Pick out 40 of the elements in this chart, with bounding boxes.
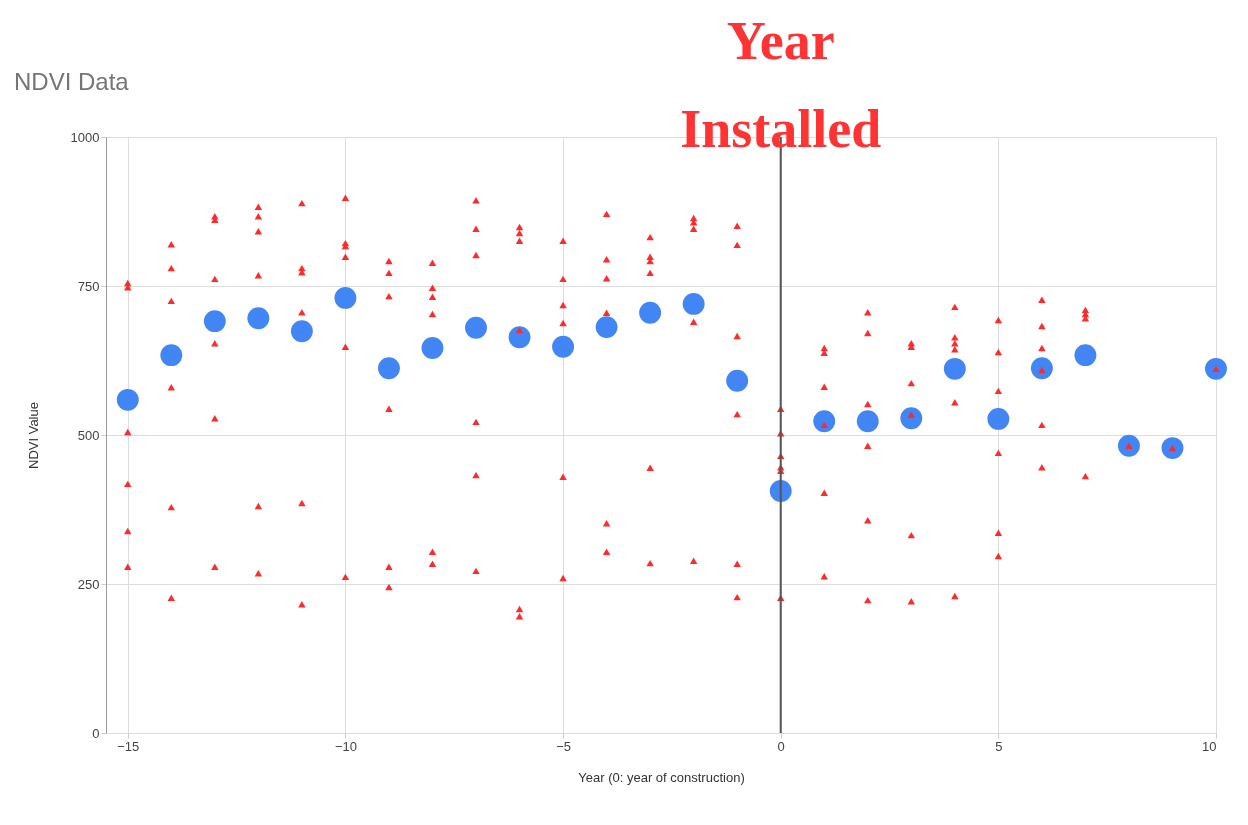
point xyxy=(1205,357,1227,380)
y-tick-label: 0 xyxy=(92,725,100,741)
point xyxy=(726,369,749,392)
x-tick-label: −15 xyxy=(117,738,140,754)
point xyxy=(943,357,966,380)
point xyxy=(1161,437,1184,460)
point xyxy=(377,357,400,380)
point xyxy=(203,310,226,333)
point xyxy=(682,292,705,315)
x-tick-label: 5 xyxy=(995,738,1003,754)
x-tick-label: 0 xyxy=(777,738,785,754)
chart-title: NDVI Data xyxy=(14,68,130,95)
point xyxy=(552,335,575,358)
point xyxy=(813,410,836,433)
point xyxy=(1030,357,1053,380)
y-tick-label: 750 xyxy=(77,278,100,294)
point xyxy=(639,301,662,324)
y-axis-title: NDVI Value xyxy=(25,402,41,469)
point xyxy=(856,410,879,433)
point xyxy=(160,344,183,367)
point xyxy=(334,286,357,309)
point xyxy=(987,407,1010,430)
point xyxy=(1117,434,1140,457)
point xyxy=(247,307,270,330)
y-tick-label: 250 xyxy=(77,576,100,592)
y-tick-label: 1000 xyxy=(70,129,100,145)
point xyxy=(290,320,313,343)
point xyxy=(1074,344,1097,367)
point xyxy=(421,337,444,359)
y-tick-label: 500 xyxy=(77,427,100,443)
x-tick-label: −5 xyxy=(556,738,571,754)
point xyxy=(116,388,139,411)
point xyxy=(900,407,923,430)
ref-line-label: Year Installed xyxy=(680,11,882,159)
point xyxy=(508,326,531,349)
x-tick-label: −10 xyxy=(334,738,357,754)
point xyxy=(465,316,487,339)
x-tick-label: 10 xyxy=(1202,738,1217,754)
point xyxy=(595,316,618,339)
x-axis-title: Year (0: year of construction) xyxy=(578,769,745,785)
